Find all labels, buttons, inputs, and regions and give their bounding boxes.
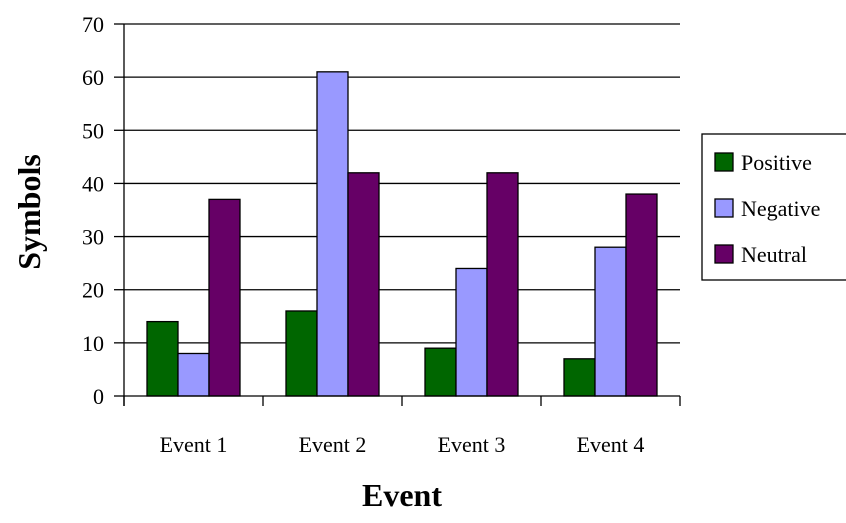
bars xyxy=(146,71,658,397)
y-tick-labels: 0 10 20 30 40 50 60 70 xyxy=(82,12,104,409)
y-tick-label: 70 xyxy=(82,12,104,37)
legend-label-positive: Positive xyxy=(741,150,812,175)
legend-swatch-negative xyxy=(714,198,734,218)
legend-swatch-neutral xyxy=(714,244,734,264)
y-tick-label: 30 xyxy=(82,225,104,250)
x-tick-label: Event 4 xyxy=(577,432,645,457)
bar-neutral-1 xyxy=(208,198,241,397)
x-tick-label: Event 3 xyxy=(438,432,506,457)
bar-negative-4 xyxy=(594,246,627,397)
y-tick-label: 20 xyxy=(82,278,104,303)
legend: Positive Negative Neutral xyxy=(701,133,846,281)
y-tick-label: 60 xyxy=(82,65,104,90)
legend-label-neutral: Neutral xyxy=(741,242,807,267)
x-tick-labels: Event 1 Event 2 Event 3 Event 4 xyxy=(160,432,645,457)
x-axis-title: Event xyxy=(362,477,442,513)
legend-label-negative: Negative xyxy=(741,196,820,221)
y-tick-label: 40 xyxy=(82,171,104,196)
y-tick-label: 0 xyxy=(93,384,104,409)
x-tick-label: Event 2 xyxy=(299,432,367,457)
bar-neutral-4 xyxy=(625,193,658,397)
bar-negative-2 xyxy=(316,71,349,397)
bar-neutral-2 xyxy=(347,172,380,397)
bar-negative-1 xyxy=(177,352,210,397)
bar-positive-4 xyxy=(563,358,596,397)
y-tick-label: 50 xyxy=(82,118,104,143)
bar-negative-3 xyxy=(455,267,488,397)
bar-positive-3 xyxy=(424,347,457,397)
legend-swatch-positive xyxy=(714,152,734,172)
bar-neutral-3 xyxy=(486,172,519,397)
axes xyxy=(114,23,681,406)
bar-positive-2 xyxy=(285,310,318,397)
y-axis-title: Symbols xyxy=(11,154,47,270)
x-tick-label: Event 1 xyxy=(160,432,228,457)
y-tick-label: 10 xyxy=(82,331,104,356)
bar-positive-1 xyxy=(146,320,179,397)
